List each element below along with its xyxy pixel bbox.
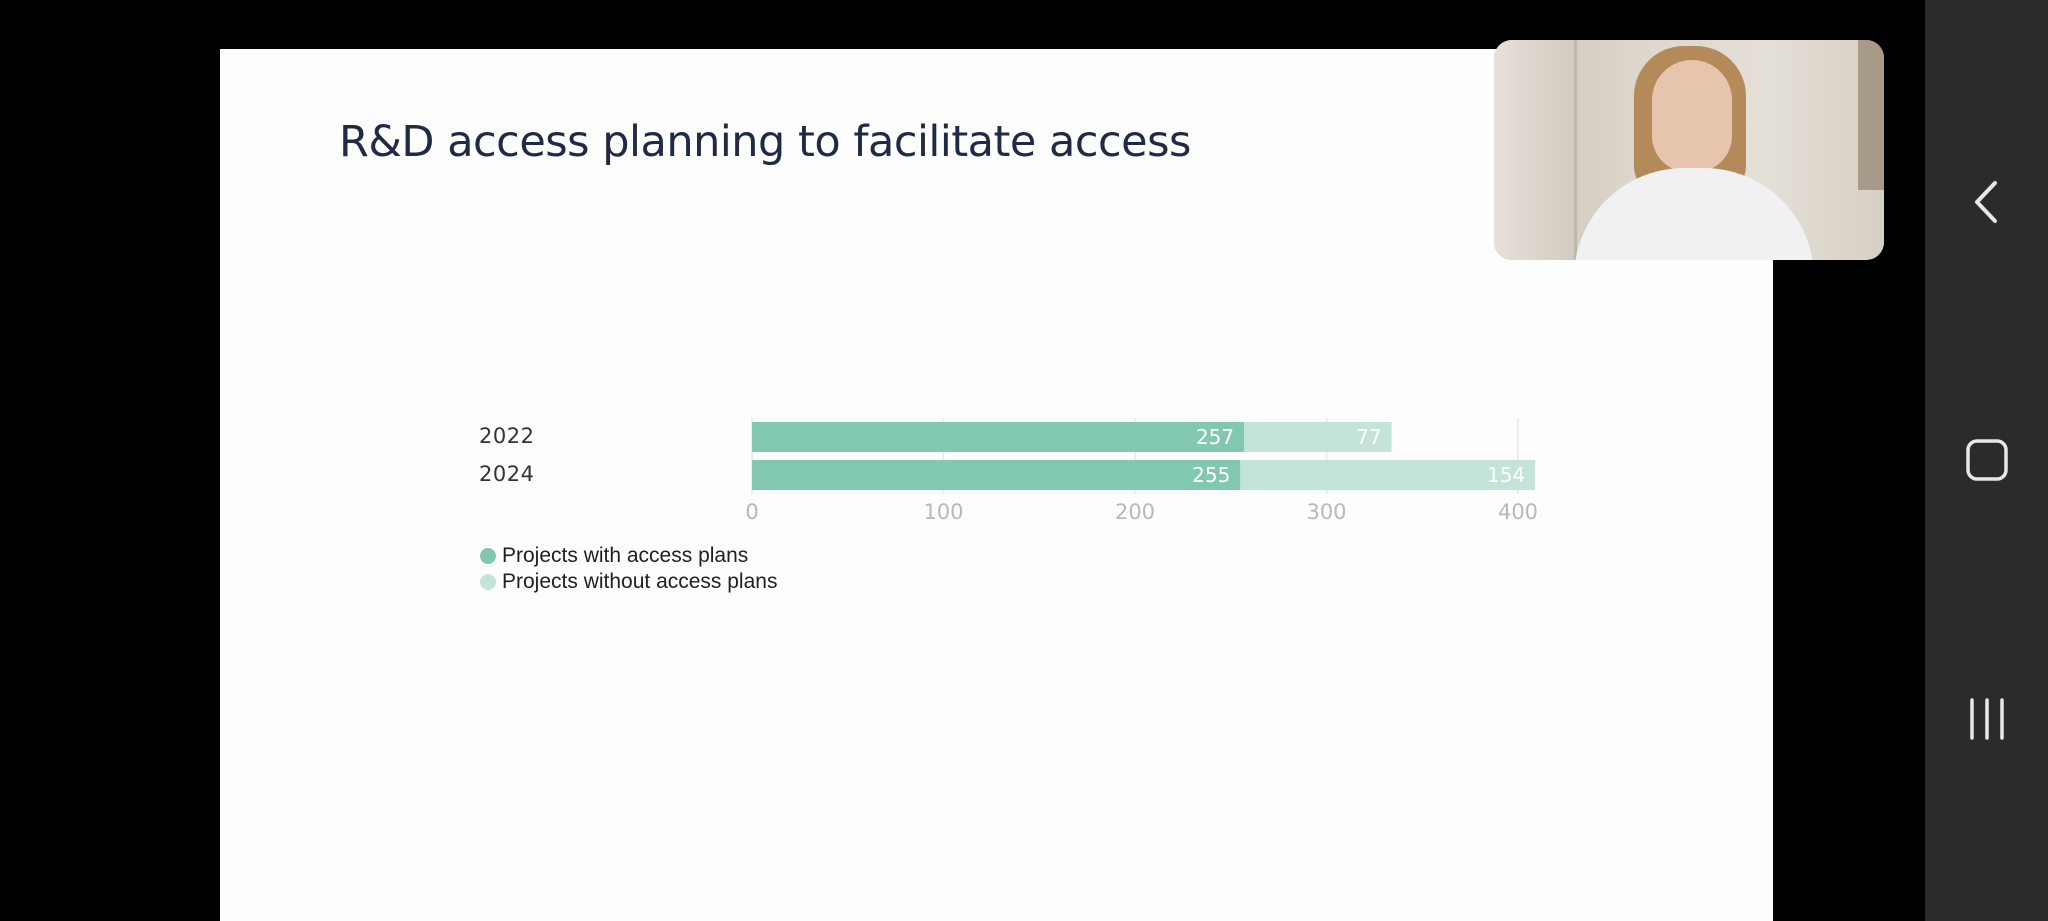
x-tick-label-300: 300 — [1306, 500, 1346, 524]
x-tick-label-0: 0 — [745, 500, 758, 524]
data-label-2024-series-1: 255 — [1192, 463, 1230, 487]
participant-face — [1652, 60, 1732, 172]
recent-apps-button[interactable] — [1925, 674, 2048, 764]
home-button[interactable] — [1925, 415, 2048, 505]
category-label-2022: 2022 — [479, 424, 534, 448]
category-labels: 2022 2024 — [479, 424, 534, 486]
bars-layer: 257 77 255 154 — [752, 422, 1536, 490]
legend-item-without-plans: Projects without access plans — [480, 569, 777, 595]
video-door — [1494, 40, 1577, 260]
category-label-2024: 2024 — [479, 462, 534, 486]
bar-2024-series-1 — [752, 460, 1241, 490]
chart-legend: Projects with access plans Projects with… — [480, 543, 777, 595]
data-label-2024-series-2: 154 — [1487, 463, 1525, 487]
three-bars-icon — [1969, 698, 2004, 740]
video-picture-frame — [1858, 40, 1884, 190]
participant-video-thumbnail[interactable] — [1494, 40, 1884, 260]
stacked-bar-chart: 257 77 255 154 2022 2024 0 100 200 300 400 — [479, 418, 1538, 524]
bar-2022-series-1 — [752, 422, 1245, 452]
android-navigation-bar — [1925, 0, 2048, 921]
rounded-square-icon — [1965, 439, 2008, 481]
x-tick-label-100: 100 — [923, 500, 963, 524]
legend-label-without-plans: Projects without access plans — [502, 570, 778, 593]
back-button[interactable] — [1925, 157, 2048, 247]
legend-item-with-plans: Projects with access plans — [480, 543, 777, 569]
bar-2024-series-2 — [1240, 460, 1536, 490]
legend-swatch-with-plans — [480, 548, 496, 564]
slide-title: R&D access planning to facilitate access — [339, 117, 1191, 167]
x-tick-label-200: 200 — [1115, 500, 1155, 524]
bar-2022-series-2 — [1244, 422, 1392, 452]
x-tick-label-400: 400 — [1498, 500, 1538, 524]
data-label-2022-series-2: 77 — [1356, 425, 1381, 449]
chevron-left-icon — [1974, 181, 1997, 223]
legend-label-with-plans: Projects with access plans — [502, 544, 749, 567]
data-label-2022-series-1: 257 — [1196, 425, 1234, 449]
x-axis-ticks: 0 100 200 300 400 — [745, 500, 1538, 524]
legend-swatch-without-plans — [480, 574, 496, 590]
